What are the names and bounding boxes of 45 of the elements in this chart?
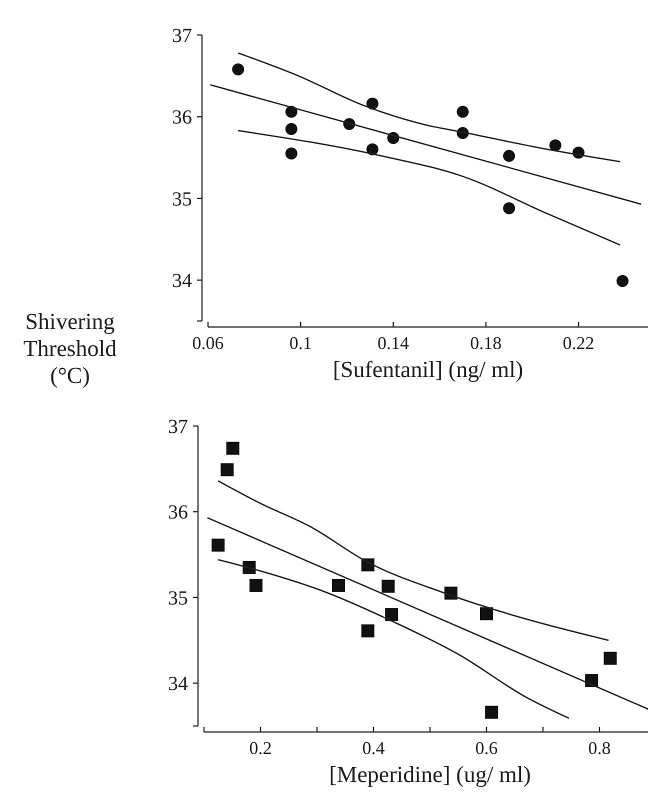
point — [226, 442, 240, 455]
x-tick-label: 0.4 — [362, 738, 385, 758]
point — [503, 202, 516, 214]
y-tick-label: 36 — [172, 106, 192, 129]
x-tick-label: 0.2 — [249, 738, 272, 758]
x-tick-label: 0.8 — [588, 738, 611, 758]
point — [285, 106, 298, 118]
point — [385, 608, 398, 622]
x-tick-label: 0.06 — [192, 333, 224, 353]
point — [604, 652, 617, 665]
x-axis-title: [Sufentanil] (ng/ ml) — [332, 357, 524, 382]
point — [456, 106, 469, 118]
line-series — [237, 52, 621, 162]
point — [549, 139, 562, 152]
line-series — [217, 559, 570, 719]
y-tick-label: 37 — [172, 25, 192, 47]
x-tick-label: 0.22 — [562, 333, 594, 353]
y-axis-title: Shivering Threshold (°C) — [23, 309, 118, 388]
point — [249, 578, 262, 592]
point — [232, 63, 244, 76]
y-tick-label: 37 — [168, 416, 188, 438]
point — [285, 122, 298, 135]
point — [503, 150, 516, 162]
point — [485, 706, 498, 719]
x-tick-label: 0.1 — [289, 333, 312, 353]
x-tick-label: 0.14 — [378, 333, 410, 353]
x-tick-label: 0.18 — [470, 333, 502, 353]
point — [480, 607, 493, 620]
point — [212, 538, 225, 552]
point — [361, 624, 374, 638]
point — [220, 463, 234, 476]
point — [285, 147, 298, 160]
y-tick-label: 36 — [168, 502, 188, 524]
point — [332, 578, 345, 592]
y-tick-label: 34 — [172, 270, 192, 292]
line-series — [237, 130, 621, 246]
y-tick-label: 34 — [168, 673, 188, 696]
point — [366, 98, 378, 110]
line-series — [217, 480, 610, 641]
y-tick-label: 35 — [172, 188, 192, 210]
x-axis-title: [Meperidine] (ug/ ml) — [329, 762, 531, 787]
point — [616, 274, 629, 287]
y-tick-label: 35 — [168, 587, 188, 610]
point — [382, 580, 395, 593]
x-tick-label: 0.6 — [475, 738, 498, 758]
